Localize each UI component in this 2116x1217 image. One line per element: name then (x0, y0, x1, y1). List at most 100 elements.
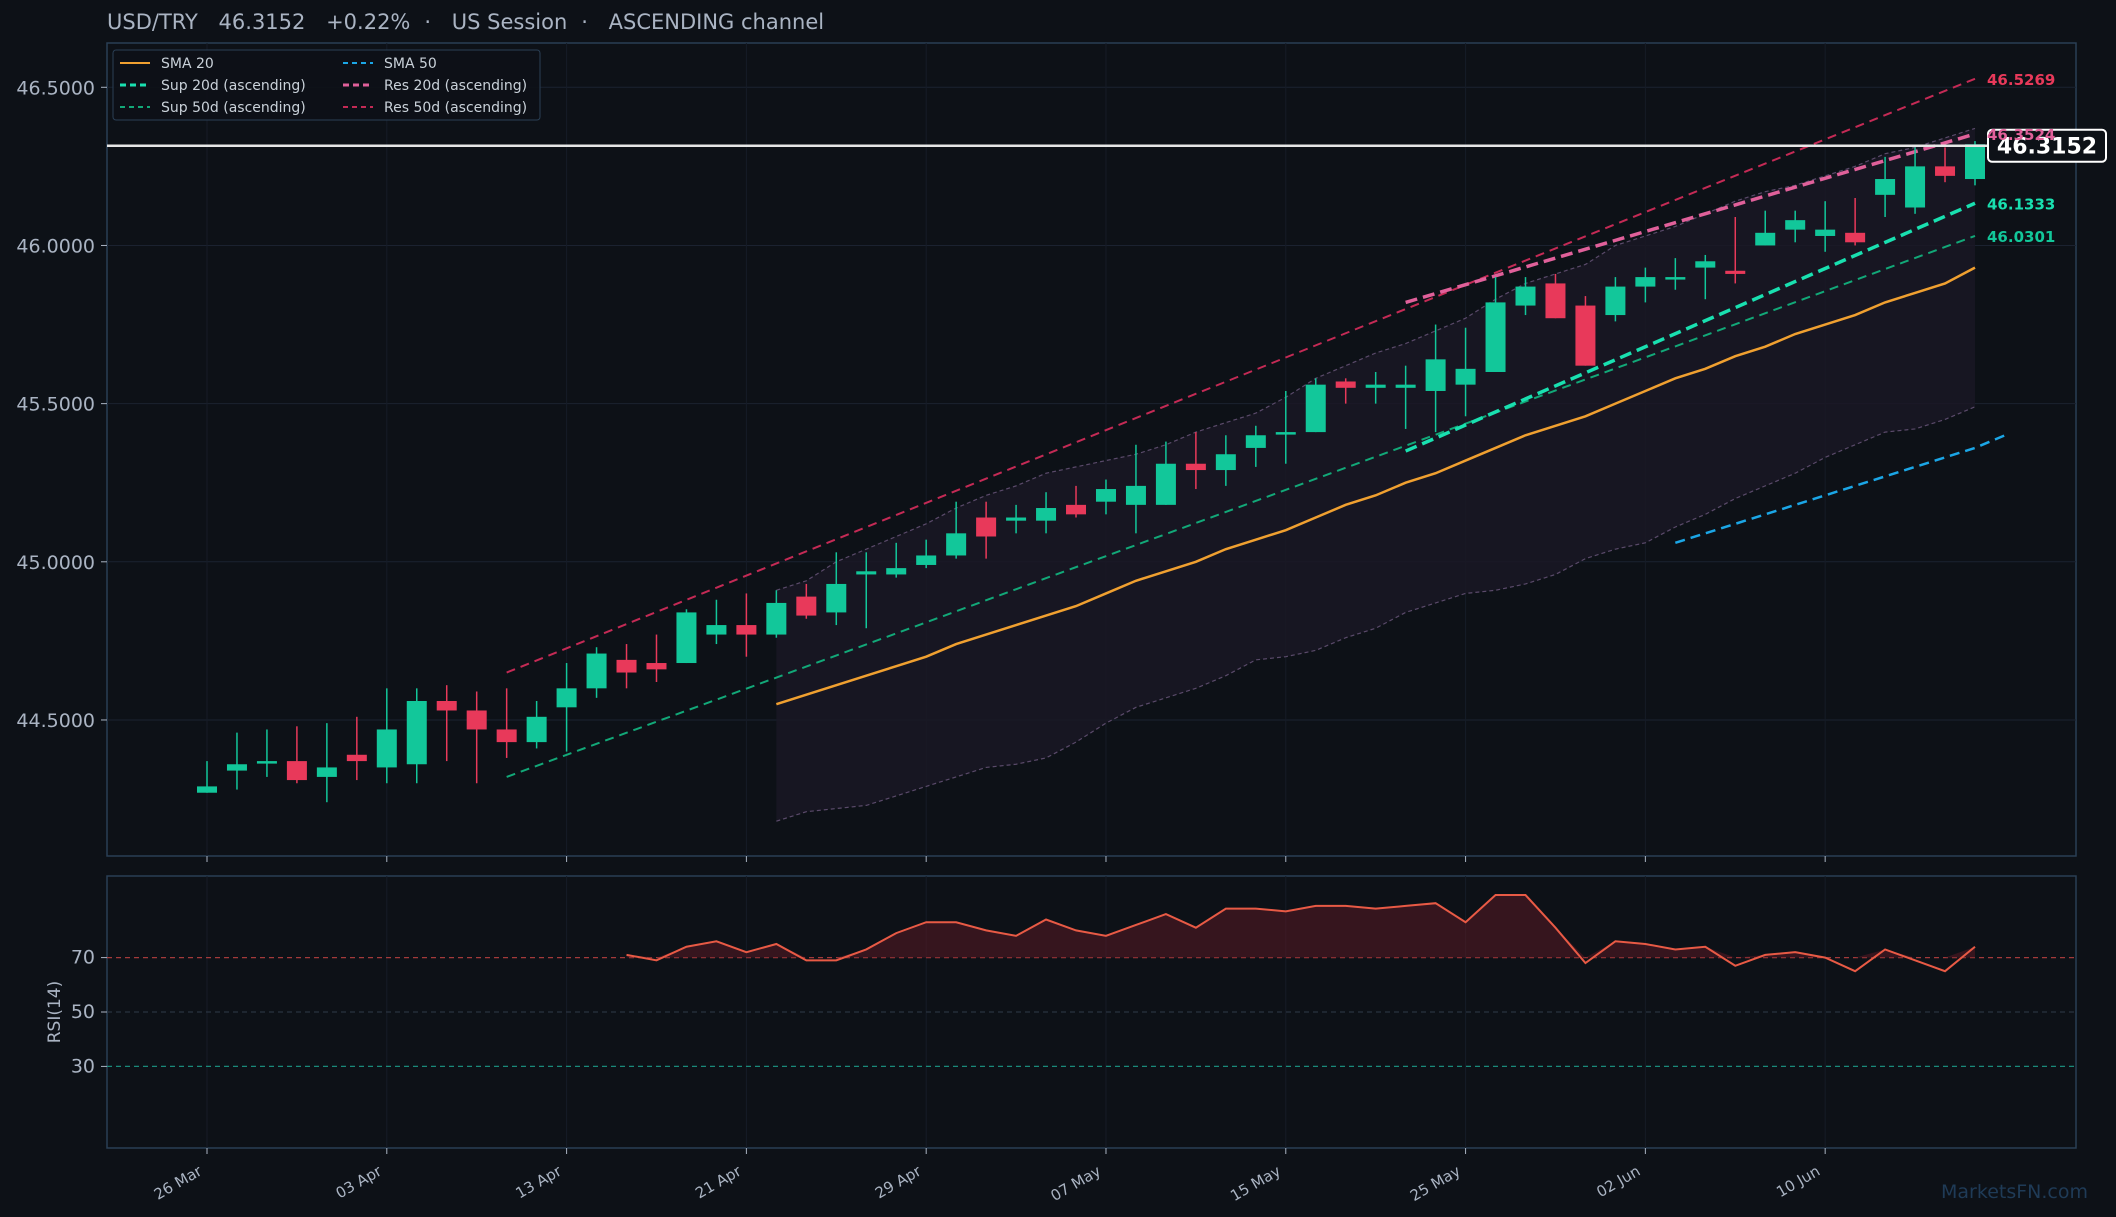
candle-up (1815, 229, 1836, 236)
y-tick-label: 46.0000 (16, 235, 95, 257)
candle-down (1725, 270, 1746, 274)
x-tick-label: 02 Jun (1593, 1162, 1643, 1201)
candle-up (1875, 179, 1896, 195)
candle-up (1515, 286, 1536, 306)
x-tick-label: 15 May (1227, 1162, 1284, 1205)
candle-up (1665, 277, 1686, 280)
candle-up (526, 716, 547, 743)
rsi-y-tick-label: 30 (71, 1055, 95, 1077)
separator: · (424, 10, 432, 34)
candle-down (796, 596, 817, 616)
candle-up (1485, 302, 1506, 372)
rsi-overbought-fill (626, 895, 1975, 958)
x-tick-label: 21 Apr (692, 1161, 745, 1202)
candle-up (1695, 261, 1716, 268)
x-tick-label: 03 Apr (333, 1161, 386, 1202)
candle-up (916, 555, 937, 565)
x-tick-label: 13 Apr (512, 1161, 565, 1202)
line-value-label: 46.0301 (1987, 228, 2055, 246)
candle-up (1605, 286, 1626, 316)
legend-box (112, 49, 541, 121)
candle-up (1095, 489, 1116, 502)
candle-up (586, 653, 607, 689)
price-label: 46.3152 (218, 10, 306, 34)
sma-50-line (1674, 434, 2006, 545)
candle-up (1125, 485, 1146, 505)
candle-up (1425, 359, 1446, 391)
candle-down (466, 710, 487, 730)
candle-down (496, 729, 517, 743)
sma-20-line (775, 266, 1976, 706)
legend-label: Sup 50d (ascending) (161, 100, 306, 116)
pair-label: USD/TRY (107, 10, 198, 34)
x-tick-label: 26 Mar (151, 1161, 206, 1203)
rsi-y-tick-label: 70 (71, 947, 95, 969)
res-50d-line (506, 77, 1976, 674)
candle-down (286, 761, 307, 781)
legend: SMA 20 SMA 50 Sup 20d (ascending) Res 20d (… (112, 49, 541, 121)
line-value-label: 46.3524 (1987, 126, 2055, 144)
candle-down (1845, 232, 1866, 243)
candle-down (1066, 504, 1087, 515)
candle-up (406, 700, 427, 765)
candle-down (1335, 381, 1356, 388)
y-tick-label: 46.5000 (16, 77, 95, 99)
y-tick-label: 45.5000 (16, 394, 95, 416)
candle-up (376, 729, 397, 768)
legend-label: Res 20d (ascending) (384, 78, 527, 94)
sup-50d-line (506, 234, 1976, 778)
candle-up (316, 767, 337, 777)
candle-up (826, 583, 847, 613)
legend-label: Sup 20d (ascending) (161, 78, 306, 94)
candle-up (1215, 454, 1236, 471)
legend-label: Res 50d (ascending) (384, 100, 527, 116)
candle-up (946, 533, 967, 556)
watermark: MarketsFN.com (1941, 1181, 2088, 1203)
candle-up (1964, 144, 1985, 180)
rsi-y-tick-label: 50 (71, 1001, 95, 1023)
candle-up (1395, 384, 1416, 388)
bollinger-lower (776, 406, 1976, 822)
x-tick-label: 10 Jun (1773, 1162, 1823, 1201)
res-20d-line (1405, 132, 1976, 305)
candle-up (1155, 463, 1176, 505)
candle-up (1755, 232, 1776, 246)
candle-up (676, 612, 697, 664)
change-label: +0.22% (326, 10, 411, 34)
x-tick-label: 29 Apr (872, 1161, 925, 1202)
chart-header: USD/TRY 46.3152 +0.22% · US Session · ASCE… (107, 10, 838, 34)
candle-up (1905, 166, 1926, 208)
candle-up (1305, 384, 1326, 433)
legend-label: SMA 20 (161, 56, 214, 72)
line-value-label: 46.5269 (1987, 71, 2055, 89)
candle-down (1545, 283, 1566, 319)
candle-up (1785, 220, 1806, 230)
candle-down (1935, 166, 1956, 176)
candle-down (736, 625, 757, 635)
candle-down (646, 663, 667, 670)
candle-down (1575, 305, 1596, 366)
rsi-axis-label: RSI(14) (45, 981, 65, 1044)
candle-up (226, 764, 247, 771)
candle-up (1245, 435, 1266, 448)
candle-up (856, 571, 877, 575)
session-label: US Session (451, 10, 568, 34)
candle-down (976, 517, 997, 537)
x-tick-label: 25 May (1407, 1162, 1464, 1205)
candle-up (556, 688, 577, 708)
candle-up (1365, 384, 1386, 388)
candle-up (1275, 432, 1296, 435)
last-price-label: 46.3152 (1997, 135, 2097, 160)
candle-up (256, 761, 277, 764)
candle-down (616, 659, 637, 673)
y-tick-label: 45.0000 (16, 552, 95, 574)
candle-up (886, 568, 907, 575)
candle-down (436, 700, 457, 711)
rsi-line (626, 894, 1976, 973)
rsi-panel: 30 50 70 RSI(14) (45, 875, 2077, 1149)
candle-up (1635, 277, 1656, 287)
last-price-badge (1987, 128, 2107, 163)
bollinger-upper (776, 127, 1976, 591)
candlestick-panel: 44.5000 45.0000 45.5000 46.0000 46.5000 46.31… (16, 42, 2107, 857)
